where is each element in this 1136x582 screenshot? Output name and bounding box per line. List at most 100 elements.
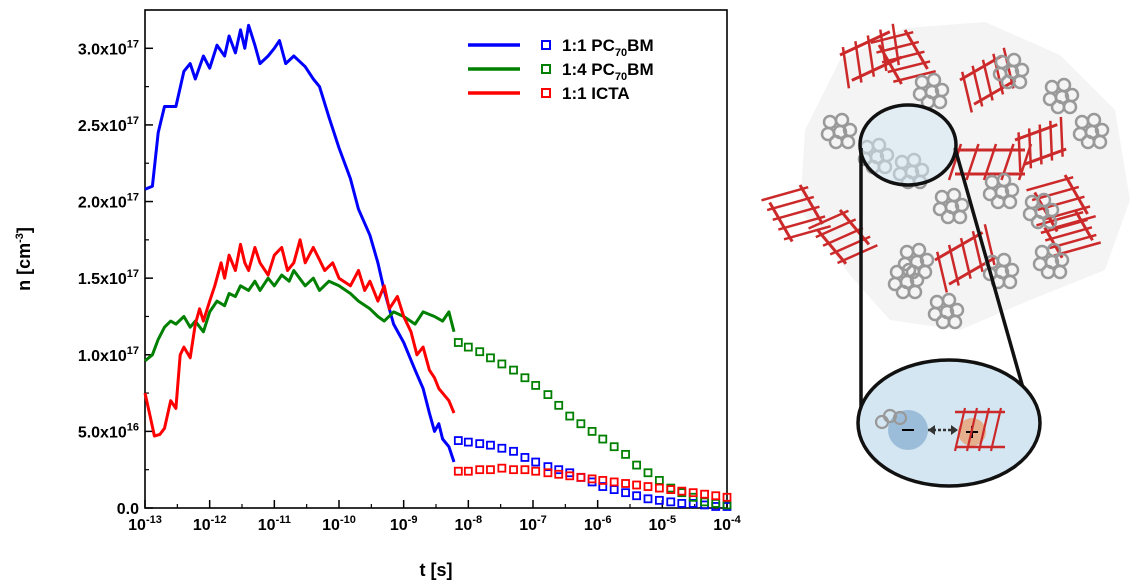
series-3-marker: [497, 463, 507, 473]
series-3-marker: [520, 465, 530, 475]
x-axis-ticks: 10-13 10-12 10-11 10-10 10-9 10-8 10-7 10-6 10-5…: [128, 500, 742, 534]
series-2-marker: [632, 460, 641, 470]
series-1-marker: [520, 453, 530, 462]
series-1-marker: [463, 437, 473, 447]
y-tick-label: 2.0x1017: [78, 192, 139, 212]
series-3-marker: [598, 476, 608, 485]
fullerene-cluster-icon: [1072, 112, 1110, 150]
series-2-marker: [509, 365, 518, 375]
large-lens-circle: [856, 358, 1042, 488]
series-2-marker: [598, 434, 608, 444]
series-3-marker: [609, 477, 619, 487]
series-2-marker: [654, 476, 664, 485]
series-3-marker: [486, 465, 495, 475]
series-2-marker: [453, 338, 463, 347]
series-1-marker: [486, 440, 495, 450]
fullerene-cluster-icon: [887, 262, 925, 300]
fullerene-cluster-icon: [982, 172, 1020, 210]
series-3-marker: [463, 466, 473, 476]
series-1-marker: [621, 488, 630, 498]
series-3-marker: [632, 480, 641, 490]
series-2-marker: [554, 400, 564, 410]
series-2-marker: [587, 426, 597, 436]
series-2-line: [144, 269, 456, 363]
fullerene-cluster-icon: [1022, 192, 1060, 230]
y-tick-label: 3.0x1017: [78, 38, 139, 58]
polymer-fragment-icon: [934, 224, 998, 293]
lens-polymer-fragment-icon: [953, 407, 1005, 452]
series-3-marker: [666, 485, 676, 495]
series-3-marker: [677, 486, 687, 496]
series-2-marker: [565, 411, 575, 421]
series-2-marker: [520, 373, 530, 383]
legend-label: 1:1 PC70BM: [562, 36, 654, 59]
fullerene-cluster-icon: [912, 72, 950, 110]
series-3-marker: [688, 488, 698, 498]
series-3-marker: [722, 492, 732, 502]
x-tick-label: 10-10: [322, 514, 356, 534]
magnifier-lens: [856, 103, 1042, 488]
blob-shadow: [800, 22, 1130, 330]
series-3-marker: [576, 472, 586, 482]
series-2-marker: [576, 419, 586, 429]
legend-marker: [541, 88, 551, 98]
fullerene-cluster-icon: [1042, 77, 1080, 115]
x-tick-label: 10-7: [519, 514, 547, 534]
y-tick-label: 0.0: [117, 501, 139, 518]
series-layer: [143, 23, 732, 511]
y-axis-ticks: 0.0 5.0x1016 1.0x1017 1.5x1017 2.0x1017 2.5x1…: [78, 38, 153, 518]
series-1-marker: [453, 436, 463, 445]
x-tick-label: 10-5: [649, 514, 677, 534]
series-3-marker: [475, 465, 485, 475]
polymer-fragment-icon: [947, 143, 1033, 181]
series-2-marker: [497, 359, 507, 369]
x-tick-label: 10-9: [390, 514, 418, 534]
y-tick-label: 1.5x1017: [78, 268, 139, 288]
polymer-fragment-icon: [808, 209, 878, 265]
y-tick-label: 2.5x1017: [78, 115, 139, 135]
legend-marker: [541, 40, 551, 50]
series-2-marker: [621, 449, 630, 459]
series-3-marker: [531, 466, 541, 476]
polymer-fragment-icon: [839, 23, 903, 89]
y-axis-title: n [cm-3]: [14, 227, 34, 291]
morphology-schematic: [761, 22, 1130, 488]
fullerene-cluster-icon: [1032, 242, 1070, 280]
legend-marker: [541, 64, 551, 74]
small-lens-circle: [858, 103, 958, 187]
series-1-marker: [609, 485, 619, 495]
fullerene-cluster-icon: [992, 52, 1030, 90]
series-1-marker: [554, 465, 564, 475]
series-2-marker: [688, 492, 698, 502]
series-3-marker: [565, 471, 575, 481]
series-3-marker: [711, 491, 721, 501]
chart: 10-13 10-12 10-11 10-10 10-9 10-8 10-7 10-6 10-5…: [14, 9, 742, 580]
series-1-marker: [666, 497, 676, 507]
series-3-marker: [643, 482, 653, 491]
series-2-marker: [475, 347, 485, 357]
fullerene-cluster-icon: [982, 252, 1020, 290]
series-2-marker: [463, 342, 473, 352]
polymer-fragment-icon: [761, 184, 832, 243]
series-1-marker: [531, 457, 541, 467]
lens-connector-right: [953, 147, 1027, 396]
x-tick-label: 10-4: [713, 514, 741, 534]
y-tick-label: 1.0x1017: [78, 345, 139, 365]
series-2-marker: [543, 390, 553, 400]
fullerene-cluster-icon: [932, 187, 970, 225]
polymer-fragment-icon: [870, 29, 936, 85]
series-1-marker: [475, 439, 485, 449]
legend-label: 1:4 PC70BM: [562, 60, 654, 83]
x-tick-label: 10-8: [455, 514, 483, 534]
series-1-marker: [677, 499, 687, 508]
series-3-marker: [509, 465, 518, 475]
series-3-marker: [621, 479, 630, 488]
series-3-marker: [700, 489, 709, 499]
series-2-marker: [531, 381, 541, 390]
series-1-marker: [497, 443, 507, 453]
series-1-marker: [576, 472, 586, 482]
series-2-marker: [643, 468, 653, 478]
legend-label: 1:1 ICTA: [562, 84, 630, 103]
fullerene-cluster-icon: [927, 292, 965, 330]
